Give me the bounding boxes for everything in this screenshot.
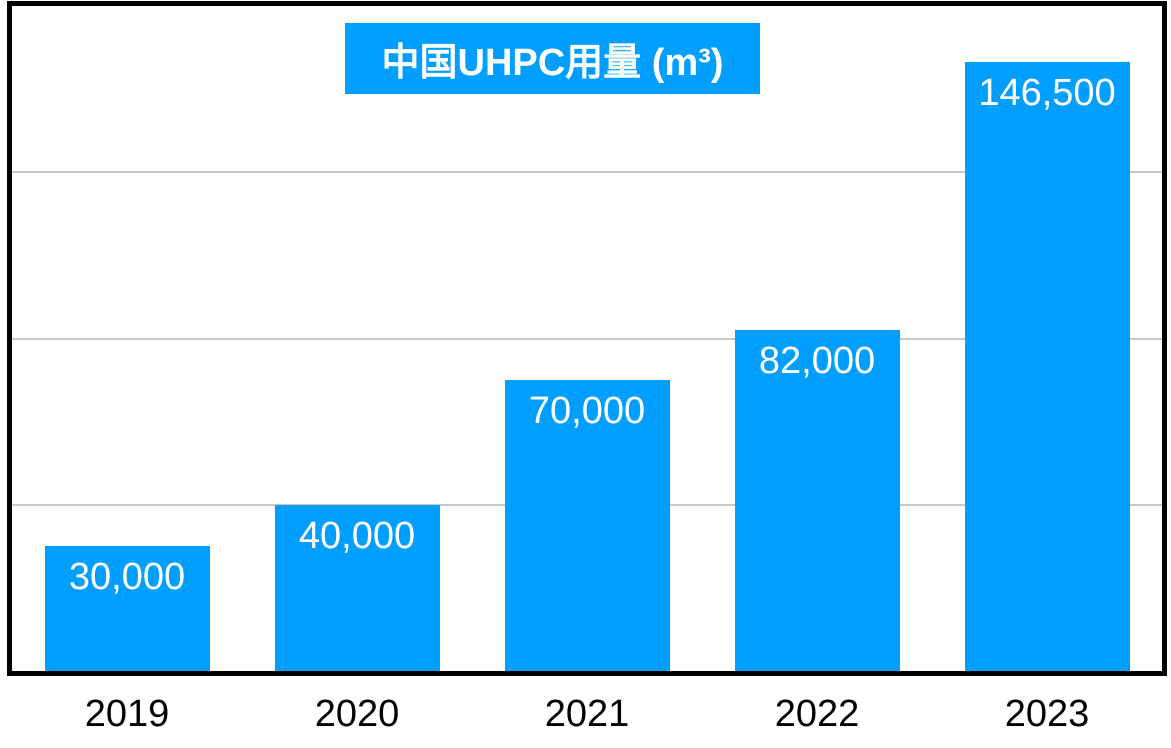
bar-value-label-2023: 146,500 [978, 72, 1116, 115]
x-axis-labels: 2019 2020 2021 2022 2023 [12, 686, 1162, 742]
gridline-120000 [12, 171, 1162, 174]
bar-2020: 40,000 [274, 504, 440, 671]
bar-2022: 82,000 [734, 330, 900, 671]
plot-area: 30,000 40,000 70,000 82,000 146,500 [7, 1, 1167, 676]
bar-value-label-2019: 30,000 [68, 556, 186, 599]
chart-title-box: 中国UHPC用量 (m³) [345, 23, 760, 94]
x-axis-label-2022: 2022 [774, 693, 860, 735]
bars-container: 30,000 40,000 70,000 82,000 146,500 [12, 6, 1162, 671]
x-axis-label-2020: 2020 [314, 693, 400, 735]
bar-value-label-2020: 40,000 [298, 514, 416, 557]
bar-2023: 146,500 [964, 62, 1130, 671]
bar-value-label-2021: 70,000 [528, 390, 646, 433]
x-axis-label-2019: 2019 [84, 693, 170, 735]
chart-title: 中国UHPC用量 (m³) [381, 42, 724, 84]
bar-2019: 30,000 [44, 546, 210, 671]
bar-2021: 70,000 [504, 380, 670, 671]
x-axis-label-2023: 2023 [1004, 693, 1090, 735]
bar-value-label-2022: 82,000 [758, 340, 876, 383]
x-axis-label-2021: 2021 [544, 693, 630, 735]
gridline-80000 [12, 337, 1162, 340]
